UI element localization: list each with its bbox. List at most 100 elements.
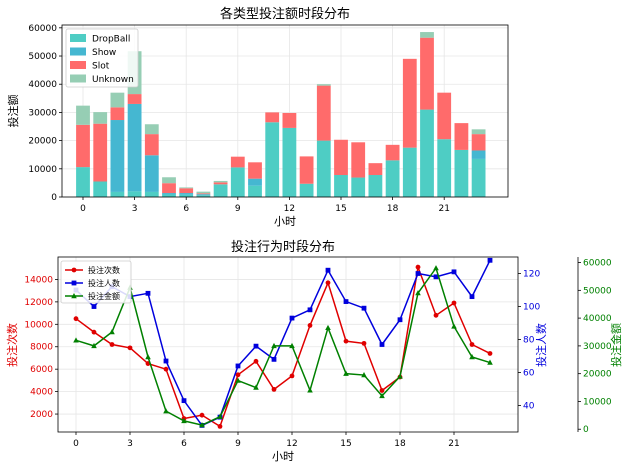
- point-count-23: [487, 351, 493, 356]
- line-chart-plot-frame: [57, 256, 519, 433]
- bar-chart-x-axis-label: 小时: [274, 215, 296, 228]
- x-tick-label: 12: [284, 204, 295, 214]
- legend-box: [60, 260, 132, 304]
- bar-slot-5: [162, 183, 176, 194]
- bar-dropball-20: [420, 109, 434, 197]
- right-y-tick-label: 100: [523, 303, 540, 313]
- far-right-y-tick-label: 20000: [583, 370, 612, 380]
- legend-swatch: [70, 61, 86, 69]
- point-count-14: [325, 280, 331, 286]
- left-y-tick-label: 6000: [30, 365, 53, 375]
- right-y-tick-label: 120: [523, 270, 540, 280]
- legend-label: Show: [92, 48, 116, 58]
- bar-slot-2: [110, 107, 125, 121]
- x-tick-label: 9: [235, 204, 241, 214]
- line-chart: 投注行为时段分布 0 3 6 9 12 15 18 21 2000 4000 6000 8000 10…: [5, 239, 623, 463]
- bar-unknown-5: [162, 177, 176, 184]
- point-amount-14: [325, 324, 331, 331]
- left-y-tick-label: 12000: [24, 298, 53, 308]
- bar-unknown-20: [420, 32, 434, 38]
- point-users-1: [91, 304, 97, 309]
- bar-slot-22: [454, 123, 469, 150]
- bar-show-4: [144, 155, 159, 192]
- point-amount-19: [415, 290, 421, 296]
- bar-chart-y-axis-label: 投注额: [6, 95, 20, 128]
- bar-show-10: [248, 178, 262, 186]
- bar-slot-1: [93, 123, 108, 182]
- bar-unknown-7: [196, 191, 211, 194]
- point-amount-16: [361, 372, 367, 378]
- y-tick-label: 30000: [28, 108, 57, 118]
- legend-swatch: [70, 74, 86, 83]
- line-chart-x-axis-label: 小时: [272, 450, 294, 463]
- bar-slot-4: [144, 134, 159, 156]
- bar-dropball-11: [265, 122, 280, 197]
- point-users-15: [343, 299, 349, 304]
- point-amount-6: [181, 417, 187, 424]
- bar-dropball-13: [299, 183, 314, 197]
- point-amount-8: [217, 413, 223, 419]
- left-y-tick-label: 14000: [24, 275, 53, 285]
- far-right-y-tick-label: 0: [583, 425, 589, 435]
- point-count-11: [271, 386, 277, 392]
- point-users-23: [487, 257, 493, 263]
- line-chart-left-axis-label: 投注次数: [5, 323, 19, 367]
- bar-dropball-3: [127, 191, 142, 197]
- x-tick-label: 15: [335, 204, 346, 214]
- bar-dropball-23: [471, 158, 486, 197]
- point-users-9: [235, 363, 241, 369]
- bar-dropball-12: [282, 127, 297, 197]
- bar-dropball-21: [437, 139, 452, 197]
- legend-marker: [71, 293, 77, 299]
- point-amount-22: [469, 354, 475, 360]
- point-count-12: [289, 373, 295, 379]
- legend-label: 投注金额: [88, 291, 120, 301]
- point-amount-13: [307, 387, 313, 393]
- point-amount-0: [73, 337, 79, 343]
- bar-show-7: [196, 194, 211, 196]
- point-users-21: [451, 269, 457, 275]
- x-tick-label: 12: [286, 439, 297, 449]
- point-users-18: [397, 317, 403, 323]
- bar-slot-14: [316, 85, 331, 141]
- bar-show-5: [162, 193, 176, 195]
- line-chart-series: [73, 257, 493, 429]
- x-tick-label: 15: [340, 439, 351, 449]
- point-amount-12: [289, 342, 295, 349]
- line-chart-far-right-axis-label: 投注金额: [609, 323, 623, 367]
- point-amount-15: [343, 370, 349, 376]
- bar-slot-6: [179, 188, 194, 194]
- bar-chart: 各类型投注额时段分布 0 3 6 9 12 15 18 21 0 10000 20000 30000…: [6, 6, 509, 228]
- far-right-y-tick-label: 50000: [583, 286, 612, 296]
- point-amount-23: [487, 359, 493, 365]
- point-count-10: [253, 358, 259, 364]
- x-tick-label: 21: [438, 204, 449, 214]
- bar-dropball-7: [196, 195, 211, 197]
- bar-slot-18: [385, 144, 400, 161]
- bar-unknown-0: [76, 105, 90, 125]
- point-amount-2: [109, 329, 115, 335]
- line-chart-title: 投注行为时段分布: [231, 239, 335, 255]
- point-count-0: [73, 316, 79, 322]
- bar-slot-0: [76, 124, 90, 168]
- bar-slot-15: [334, 139, 348, 176]
- point-count-15: [343, 338, 349, 344]
- bar-slot-20: [420, 37, 434, 110]
- point-users-14: [325, 267, 331, 273]
- bar-unknown-1: [93, 112, 108, 124]
- bar-dropball-16: [351, 177, 366, 197]
- line-chart-x-ticks: 0 3 6 9 12 15 18 21: [73, 432, 460, 449]
- y-tick-label: 20000: [28, 137, 57, 147]
- point-count-22: [469, 342, 475, 347]
- bar-dropball-18: [385, 160, 400, 197]
- bar-unknown-4: [144, 124, 159, 135]
- bar-unknown-6: [179, 187, 194, 189]
- legend-label: Slot: [92, 62, 110, 72]
- point-count-9: [235, 372, 241, 378]
- point-users-5: [163, 358, 169, 364]
- bar-unknown-23: [471, 129, 486, 135]
- bar-slot-11: [265, 112, 280, 123]
- point-users-4: [145, 290, 151, 296]
- bar-dropball-0: [76, 167, 90, 197]
